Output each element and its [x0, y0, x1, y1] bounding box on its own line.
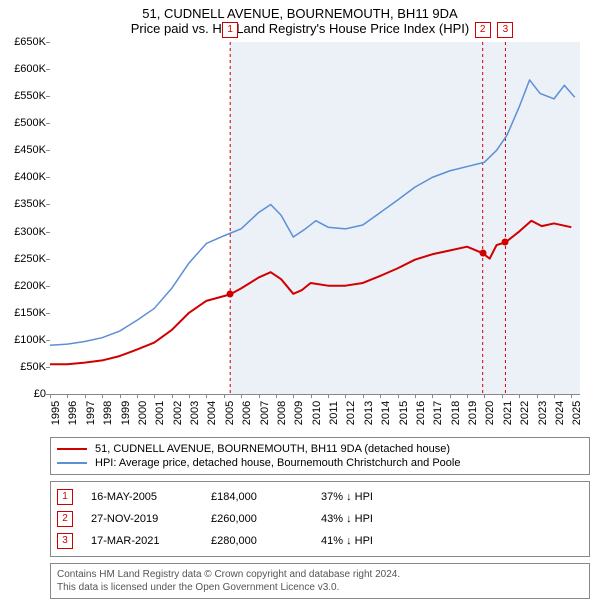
- event-row: 3 17-MAR-2021£280,00041% ↓ HPI: [57, 530, 583, 552]
- x-tick-label: 2015: [398, 401, 410, 425]
- event-dot-3: [502, 239, 509, 246]
- y-tick-label: £250K: [14, 253, 46, 265]
- x-tick-label: 1998: [102, 401, 114, 425]
- footer-line-1: Contains HM Land Registry data © Crown c…: [57, 568, 583, 581]
- x-axis-labels: 1995 1996 1997 1998 1999 2000 2001 2002 2003 2004…: [50, 395, 580, 435]
- y-tick-label: £100K: [14, 334, 46, 346]
- event-date: 27-NOV-2019: [91, 513, 211, 525]
- y-tick-label: £550K: [14, 90, 46, 102]
- events-box: 1 16-MAY-2005£184,00037% ↓ HPI 2 27-NOV-201…: [50, 481, 590, 557]
- x-tick-label: 2016: [415, 401, 427, 425]
- y-tick-label: £450K: [14, 144, 46, 156]
- x-tick-label: 2010: [311, 401, 323, 425]
- x-tick-label: 2024: [554, 401, 566, 425]
- x-tick-label: 2003: [189, 401, 201, 425]
- event-row: 1 16-MAY-2005£184,00037% ↓ HPI: [57, 486, 583, 508]
- event-dot-1: [227, 291, 234, 298]
- event-marker-3: 3: [497, 22, 513, 38]
- event-dot-2: [479, 250, 486, 257]
- x-tick-label: 2023: [537, 401, 549, 425]
- x-tick-label: 2000: [137, 401, 149, 425]
- x-tick-label: 2009: [293, 401, 305, 425]
- event-diff: 41% ↓ HPI: [321, 535, 583, 547]
- x-tick-label: 2011: [328, 401, 340, 425]
- x-tick-label: 2008: [276, 401, 288, 425]
- y-tick-label: £300K: [14, 226, 46, 238]
- series-hpi: [50, 80, 575, 345]
- event-marker-1: 1: [222, 22, 238, 38]
- event-price: £260,000: [211, 513, 321, 525]
- legend-swatch: [57, 448, 87, 450]
- series-price_paid: [50, 221, 571, 365]
- legend-row: 51, CUDNELL AVENUE, BOURNEMOUTH, BH11 9D…: [57, 442, 583, 456]
- event-row-marker: 3: [57, 533, 73, 549]
- y-tick-label: £400K: [14, 171, 46, 183]
- y-tick-label: £500K: [14, 117, 46, 129]
- x-tick-label: 1995: [50, 401, 62, 425]
- y-tick-label: £50K: [20, 361, 46, 373]
- x-tick-label: 2001: [154, 401, 166, 425]
- y-tick-label: £0: [34, 388, 46, 400]
- x-tick-label: 1996: [67, 401, 79, 425]
- event-price: £184,000: [211, 491, 321, 503]
- footer-box: Contains HM Land Registry data © Crown c…: [50, 563, 590, 599]
- x-tick-label: 2005: [224, 401, 236, 425]
- event-row: 2 27-NOV-2019£260,00043% ↓ HPI: [57, 508, 583, 530]
- event-row-marker: 1: [57, 489, 73, 505]
- event-diff: 43% ↓ HPI: [321, 513, 583, 525]
- y-tick-label: £150K: [14, 307, 46, 319]
- x-tick-label: 2019: [467, 401, 479, 425]
- x-tick-label: 2021: [502, 401, 514, 425]
- event-date: 16-MAY-2005: [91, 491, 211, 503]
- x-tick-label: 1999: [120, 401, 132, 425]
- event-row-marker: 2: [57, 511, 73, 527]
- legend-row: HPI: Average price, detached house, Bour…: [57, 456, 583, 470]
- x-tick-label: 2017: [432, 401, 444, 425]
- legend-label: HPI: Average price, detached house, Bour…: [95, 457, 460, 469]
- x-tick-label: 2022: [519, 401, 531, 425]
- title-address: 51, CUDNELL AVENUE, BOURNEMOUTH, BH11 9D…: [0, 6, 600, 21]
- footer-line-2: This data is licensed under the Open Gov…: [57, 581, 583, 594]
- x-tick-label: 2006: [241, 401, 253, 425]
- chart-svg: [50, 42, 580, 394]
- x-tick-label: 2020: [484, 401, 496, 425]
- legend-swatch: [57, 462, 87, 464]
- event-diff: 37% ↓ HPI: [321, 491, 583, 503]
- x-tick-label: 2025: [571, 401, 583, 425]
- x-tick-label: 2007: [259, 401, 271, 425]
- x-tick-label: 2012: [345, 401, 357, 425]
- y-tick-label: £650K: [14, 36, 46, 48]
- event-date: 17-MAR-2021: [91, 535, 211, 547]
- legend-box: 51, CUDNELL AVENUE, BOURNEMOUTH, BH11 9D…: [50, 437, 590, 475]
- x-tick-label: 2013: [363, 401, 375, 425]
- y-tick-label: £600K: [14, 63, 46, 75]
- chart-container: 51, CUDNELL AVENUE, BOURNEMOUTH, BH11 9D…: [0, 0, 600, 590]
- y-tick-label: £350K: [14, 198, 46, 210]
- x-tick-label: 2002: [172, 401, 184, 425]
- x-tick-label: 1997: [85, 401, 97, 425]
- event-marker-2: 2: [475, 22, 491, 38]
- event-price: £280,000: [211, 535, 321, 547]
- y-tick-label: £200K: [14, 280, 46, 292]
- legend-label: 51, CUDNELL AVENUE, BOURNEMOUTH, BH11 9D…: [95, 443, 450, 455]
- chart-plot-area: £0£50K£100K£150K£200K£250K£300K£350K£400…: [50, 42, 580, 395]
- x-tick-label: 2004: [206, 401, 218, 425]
- x-tick-label: 2018: [450, 401, 462, 425]
- x-tick-label: 2014: [380, 401, 392, 425]
